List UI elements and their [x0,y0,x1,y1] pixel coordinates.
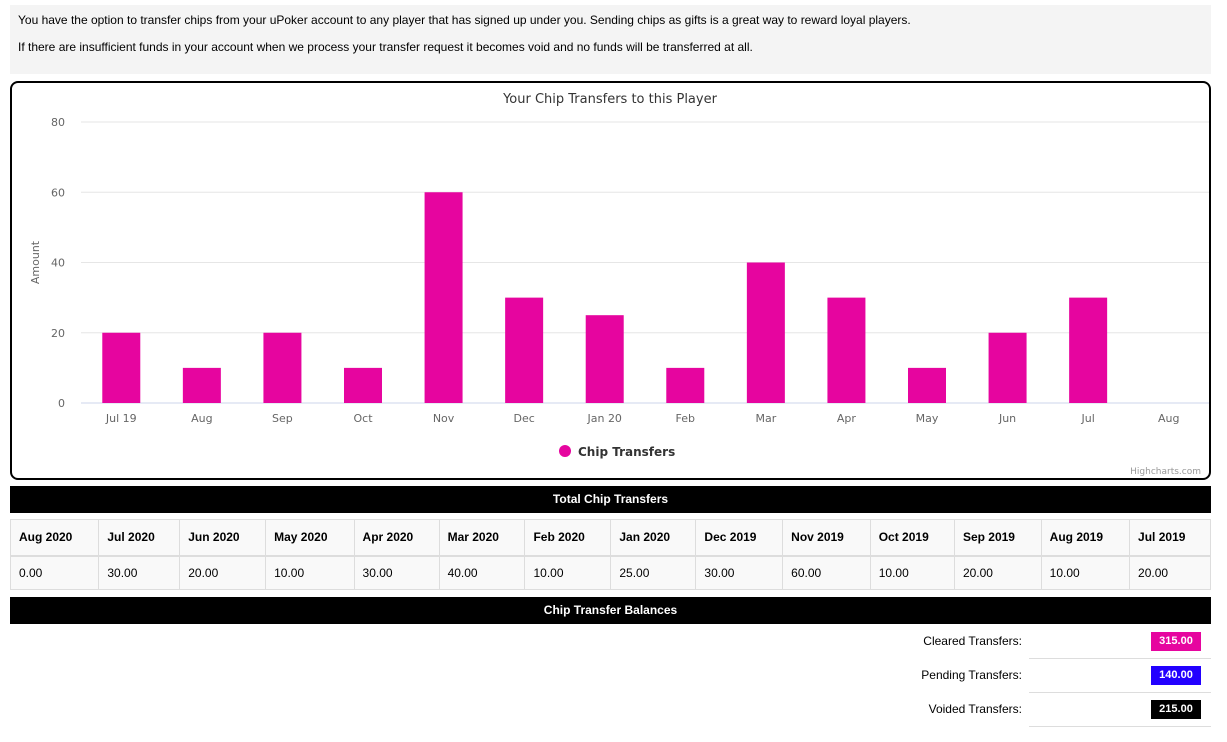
bar [666,367,705,403]
totals-col-header: Oct 2019 [869,519,955,557]
totals-cell: 10.00 [869,555,955,590]
chip-transfer-balances-header: Chip Transfer Balances [10,597,1211,624]
y-tick-label: 0 [58,397,65,410]
cleared-transfers-label: Cleared Transfers: [923,634,1022,648]
x-tick-label: Nov [433,412,455,425]
bar [746,262,785,403]
totals-col-header: May 2020 [265,519,355,557]
bar [102,332,141,403]
totals-cell: 20.00 [1129,555,1211,590]
totals-cell: 10.00 [265,555,355,590]
x-tick-label: Jul 19 [105,412,137,425]
x-tick-label: Dec [513,412,534,425]
cleared-transfers-cell: 315.00 [1029,625,1211,659]
bar [908,367,946,403]
info-box: You have the option to transfer chips fr… [10,5,1211,74]
totals-col-header: Aug 2019 [1040,519,1131,557]
totals-col-header: Jan 2020 [610,519,697,557]
totals-col-header: Dec 2019 [695,519,784,557]
chip-transfers-chart: Your Chip Transfers to this Player Amount… [10,81,1211,480]
pending-transfers-badge: 140.00 [1151,666,1201,685]
x-tick-label: Mar [755,412,776,425]
totals-value-row: 0.00 30.00 20.00 10.00 30.00 40.00 10.00 25.00 3… [9,555,1211,590]
bar [344,367,382,403]
bar [585,315,624,403]
totals-cell: 10.00 [1040,555,1131,590]
chart-svg: Your Chip Transfers to this Player Amount… [29,92,1209,477]
totals-col-header: Feb 2020 [524,519,612,557]
totals-cell: 20.00 [953,555,1042,590]
chart-title: Your Chip Transfers to this Player [502,92,718,107]
totals-cell: 30.00 [353,555,440,590]
x-tick-label: Jul [1081,412,1095,425]
balances-panel: Cleared Transfers: 315.00 Pending Transf… [10,625,1211,727]
bar [505,297,544,403]
totals-col-header: Aug 2020 [9,519,100,557]
legend-label: Chip Transfers [578,445,675,459]
totals-cell: 40.00 [438,555,526,590]
totals-cell: 30.00 [695,555,784,590]
totals-header-row: Aug 2020 Jul 2020 Jun 2020 May 2020 Apr 2020… [9,519,1211,557]
y-axis-label: Amount [29,240,42,284]
y-tick-label: 60 [51,186,65,199]
cleared-transfers-badge: 315.00 [1151,632,1201,651]
x-tick-label: Sep [272,412,293,425]
pending-transfers-row: Pending Transfers: 140.00 [10,659,1211,693]
x-tick-label: Feb [676,412,695,425]
totals-cell: 10.00 [524,555,612,590]
bar [827,297,866,403]
bar [1069,297,1108,403]
x-tick-label: Jan 20 [586,412,621,425]
totals-col-header: Jun 2020 [179,519,267,557]
chart-credits: Highcharts.com [1130,467,1201,477]
bar [263,332,302,403]
y-tick-label: 40 [51,257,65,270]
voided-transfers-label: Voided Transfers: [928,702,1022,716]
pending-transfers-label: Pending Transfers: [921,668,1022,682]
totals-cell: 25.00 [610,555,697,590]
cleared-transfers-row: Cleared Transfers: 315.00 [10,625,1211,659]
pending-transfers-cell: 140.00 [1029,659,1211,693]
totals-col-header: Mar 2020 [438,519,526,557]
x-tick-label: Aug [191,412,212,425]
totals-cell: 60.00 [782,555,871,590]
x-tick-label: May [916,412,939,425]
totals-col-header: Jul 2020 [98,519,181,557]
y-tick-label: 80 [51,116,65,129]
x-tick-label: Apr [837,412,857,425]
x-tick-label: Aug [1158,412,1179,425]
voided-transfers-row: Voided Transfers: 215.00 [10,693,1211,727]
totals-col-header: Jul 2019 [1129,519,1211,557]
x-tick-label: Oct [353,412,373,425]
total-chip-transfers-header: Total Chip Transfers [10,486,1211,513]
voided-transfers-badge: 215.00 [1151,700,1201,719]
bar [988,332,1027,403]
totals-col-header: Apr 2020 [353,519,440,557]
bar [182,367,221,403]
intro-text-1: You have the option to transfer chips fr… [18,13,911,27]
totals-col-header: Sep 2019 [953,519,1042,557]
totals-cell: 30.00 [98,555,181,590]
totals-cell: 0.00 [9,555,100,590]
legend-marker [559,445,571,457]
totals-cell: 20.00 [179,555,267,590]
totals-col-header: Nov 2019 [782,519,871,557]
voided-transfers-cell: 215.00 [1029,693,1211,727]
totals-table: Aug 2020 Jul 2020 Jun 2020 May 2020 Apr 2020… [9,519,1211,590]
x-tick-label: Jun [998,412,1016,425]
bar [424,192,463,403]
y-tick-label: 20 [51,327,65,340]
intro-text-2: If there are insufficient funds in your … [18,40,753,54]
